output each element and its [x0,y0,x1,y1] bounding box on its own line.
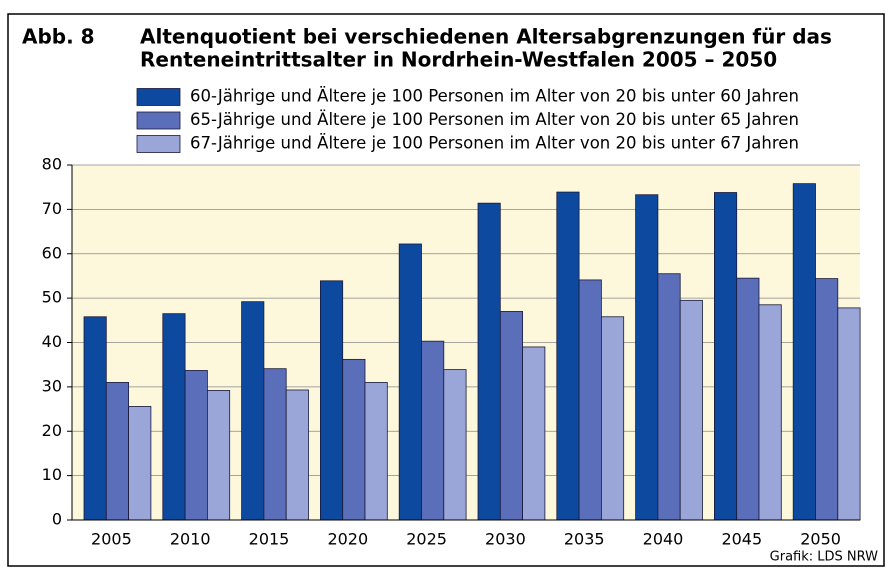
figure-label: Abb. 8 [22,25,95,49]
bar [556,191,580,521]
bar [421,340,445,521]
y-tick-label: 80 [42,155,62,174]
legend-label: 60-Jährige und Ältere je 100 Personen im… [190,87,799,106]
bar [319,280,344,521]
legend-swatch [136,111,181,130]
bar [522,346,546,521]
bar [206,390,231,521]
x-tick-label: 2005 [91,530,132,549]
bar [128,405,152,521]
bar [736,277,760,521]
bar [635,194,659,521]
bar [364,382,388,521]
legend-label: 65-Jährige und Ältere je 100 Personen im… [190,110,799,129]
bar [477,202,501,521]
x-tick-label: 2035 [564,530,605,549]
y-tick-label: 30 [42,376,62,395]
bar [241,301,265,521]
source: Grafik: LDS NRW [770,550,878,565]
bar [837,307,861,521]
legend-swatch [136,88,181,106]
bar [162,313,186,521]
y-tick-label: 50 [42,288,62,307]
bar [443,369,467,521]
legend-label: 67-Jährige und Ältere je 100 Personen im… [190,134,799,153]
x-tick-label: 2015 [249,530,290,549]
bar [657,273,681,521]
bar [184,370,208,521]
bar [83,316,107,521]
y-tick-label: 10 [42,465,62,484]
bar [815,278,839,521]
y-tick-label: 20 [42,421,62,440]
bar [499,311,523,521]
y-tick-label: 60 [42,243,62,262]
bar [342,358,366,521]
x-tick-label: 2010 [170,530,211,549]
y-tick-label: 0 [52,510,62,529]
x-tick-label: 2020 [327,530,368,549]
x-tick-label: 2045 [721,530,762,549]
bar [578,279,602,521]
bar [105,382,130,521]
bar [285,389,309,521]
x-tick-label: 2050 [800,530,841,549]
chart-title: Renteneintrittsalter in Nordrhein-Westfa… [140,48,777,72]
x-tick-label: 2040 [643,530,684,549]
x-tick-label: 2030 [485,530,526,549]
legend-swatch [136,135,181,153]
bar [792,183,816,521]
bar [679,299,703,521]
bar [398,243,422,521]
y-tick-label: 70 [42,199,62,218]
x-tick-label: 2025 [406,530,447,549]
y-tick-label: 40 [42,332,62,351]
bar [714,192,738,521]
bar [758,304,782,521]
bar [601,316,625,521]
chart-title: Altenquotient bei verschiedenen Altersab… [140,25,832,49]
bar [263,368,287,521]
